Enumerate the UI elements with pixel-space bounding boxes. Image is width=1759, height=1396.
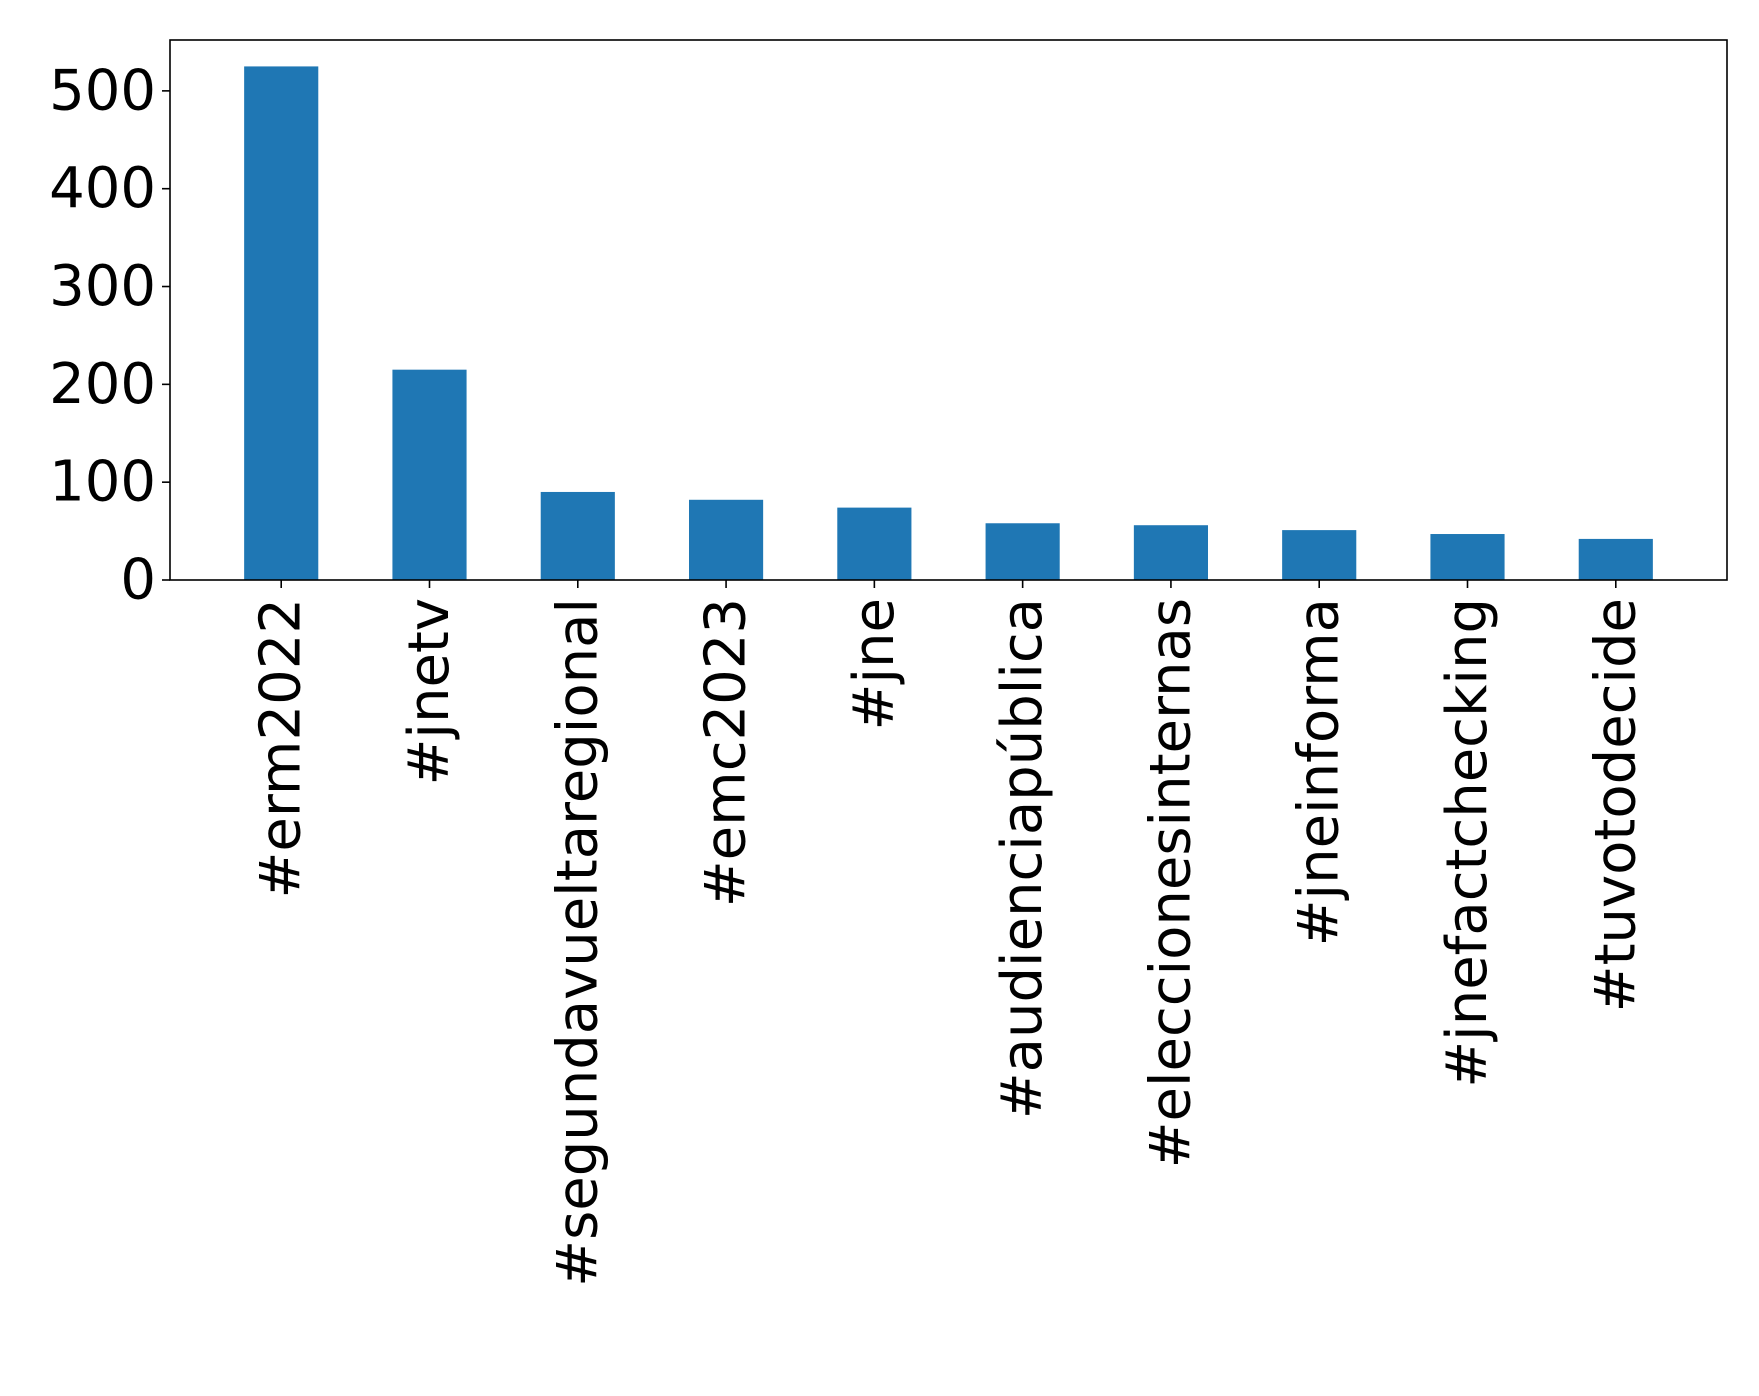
plot-frame: [169, 39, 1728, 581]
bar-audienciapública: [985, 523, 1060, 580]
x-axis-ticks: #erm2022 #jnetv #segundavueltaregional #emc…: [249, 580, 1648, 1287]
x-tick-label: #audienciapública: [990, 598, 1055, 1119]
bars-group: [244, 66, 1653, 581]
y-tick-label: 500: [49, 58, 156, 123]
x-tick-label: #emc2023: [694, 598, 759, 907]
bar-tuvotodecide: [1578, 538, 1653, 580]
x-tick-label: #tuvotodecide: [1583, 598, 1648, 1012]
bar-erm2022: [244, 66, 319, 581]
bar-jnetv: [392, 369, 467, 580]
bar-jnefactchecking: [1430, 534, 1505, 580]
bar-segundavueltaregional: [540, 491, 615, 580]
y-axis-ticks: 0 100 200 300 400 500: [49, 58, 170, 613]
x-tick-label: #jnetv: [397, 598, 462, 786]
x-tick-label: #eleccionesinternas: [1138, 598, 1203, 1168]
y-tick-label: 0: [120, 548, 156, 613]
y-tick-label: 200: [49, 352, 156, 417]
x-tick-label: #erm2022: [249, 598, 314, 898]
y-tick-label: 400: [49, 156, 156, 221]
bar-eleccionesinternas: [1133, 525, 1208, 580]
bar-jneinforma: [1282, 530, 1357, 580]
x-tick-label: #jnefactchecking: [1435, 598, 1500, 1088]
y-tick-label: 300: [49, 254, 156, 319]
x-tick-label: #segundavueltaregional: [545, 598, 610, 1287]
x-tick-label: #jneinforma: [1287, 598, 1352, 946]
bar-emc2023: [689, 499, 764, 580]
y-tick-label: 100: [49, 450, 156, 515]
x-tick-label: #jne: [842, 598, 907, 730]
bar-jne: [837, 507, 912, 580]
